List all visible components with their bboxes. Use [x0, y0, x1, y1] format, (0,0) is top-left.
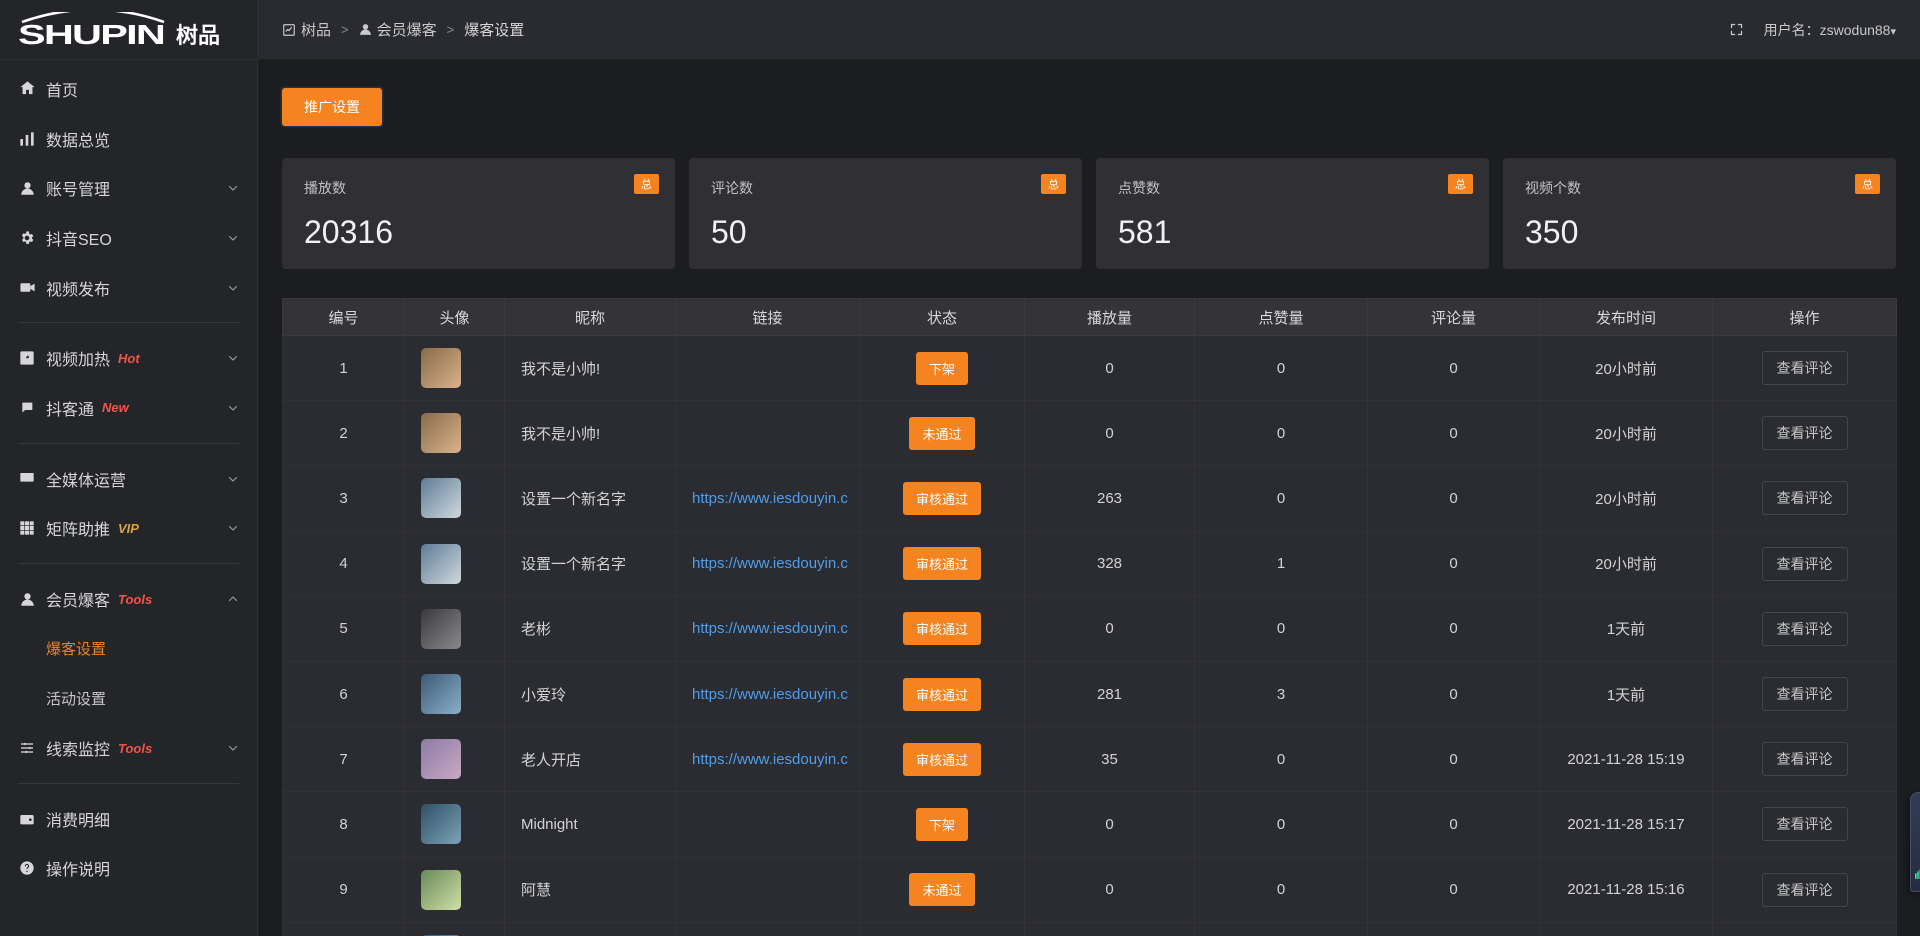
svg-text:树品: 树品: [176, 23, 220, 48]
svg-text:SHUPIN: SHUPIN: [18, 19, 164, 48]
